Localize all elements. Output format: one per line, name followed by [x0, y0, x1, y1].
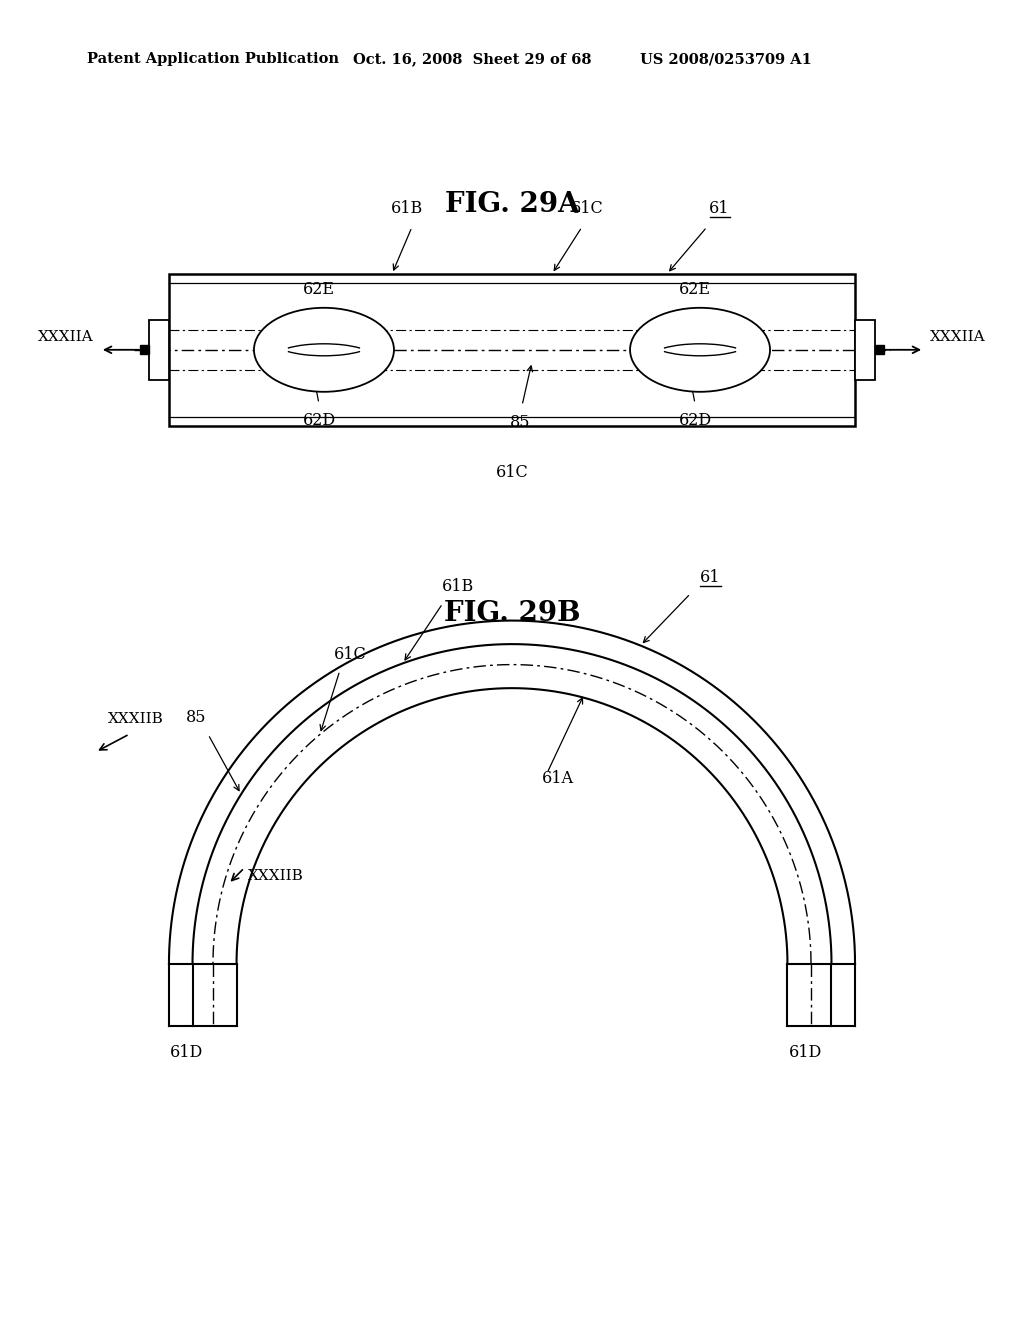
Text: 85: 85 — [510, 413, 530, 430]
Text: 61C: 61C — [570, 199, 603, 216]
Text: 61A: 61A — [542, 770, 574, 787]
Bar — [855, 319, 876, 380]
Ellipse shape — [254, 308, 394, 392]
Text: XXXIIA: XXXIIA — [38, 330, 94, 343]
Text: 61B: 61B — [441, 578, 474, 595]
Bar — [169, 275, 855, 425]
Text: XXXIIA: XXXIIA — [930, 330, 986, 343]
Text: Patent Application Publication: Patent Application Publication — [87, 53, 339, 66]
Text: US 2008/0253709 A1: US 2008/0253709 A1 — [640, 53, 812, 66]
Text: 61: 61 — [709, 199, 729, 216]
Ellipse shape — [630, 308, 770, 392]
Text: 62E: 62E — [679, 281, 711, 298]
Text: Oct. 16, 2008  Sheet 29 of 68: Oct. 16, 2008 Sheet 29 of 68 — [353, 53, 592, 66]
Text: 62D: 62D — [679, 412, 712, 429]
Bar — [148, 319, 169, 380]
Text: 61D: 61D — [170, 1044, 204, 1061]
Text: 61: 61 — [700, 569, 721, 586]
Text: 62E: 62E — [303, 281, 335, 298]
Bar — [876, 346, 884, 354]
Text: 61D: 61D — [788, 1044, 822, 1061]
Text: FIG. 29A: FIG. 29A — [444, 191, 580, 218]
Text: 61C: 61C — [334, 645, 367, 663]
Text: 61B: 61B — [391, 199, 423, 216]
Text: FIG. 29B: FIG. 29B — [443, 601, 581, 627]
Text: 61C: 61C — [496, 463, 528, 480]
Text: XXXIIB: XXXIIB — [108, 711, 163, 726]
Text: 85: 85 — [185, 709, 206, 726]
Bar — [140, 346, 148, 354]
Text: 62D: 62D — [302, 412, 336, 429]
Text: XXXIIB: XXXIIB — [249, 869, 304, 883]
